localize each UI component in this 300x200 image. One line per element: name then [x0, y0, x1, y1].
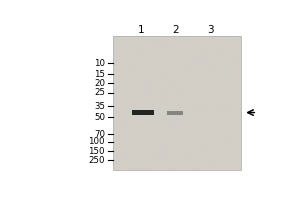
- Text: 1: 1: [138, 25, 144, 35]
- Text: 70: 70: [94, 130, 105, 139]
- Text: 25: 25: [94, 88, 105, 97]
- Bar: [113, 36, 241, 170]
- Text: 250: 250: [88, 156, 105, 165]
- Text: 100: 100: [88, 137, 105, 146]
- Text: 50: 50: [94, 113, 105, 122]
- Bar: [132, 110, 154, 115]
- Text: 20: 20: [94, 79, 105, 88]
- Bar: [167, 111, 183, 115]
- Text: 10: 10: [94, 59, 105, 68]
- Text: 15: 15: [94, 70, 105, 79]
- Text: 35: 35: [94, 102, 105, 111]
- Text: 150: 150: [88, 147, 105, 156]
- Text: 3: 3: [207, 25, 214, 35]
- Text: 2: 2: [172, 25, 179, 35]
